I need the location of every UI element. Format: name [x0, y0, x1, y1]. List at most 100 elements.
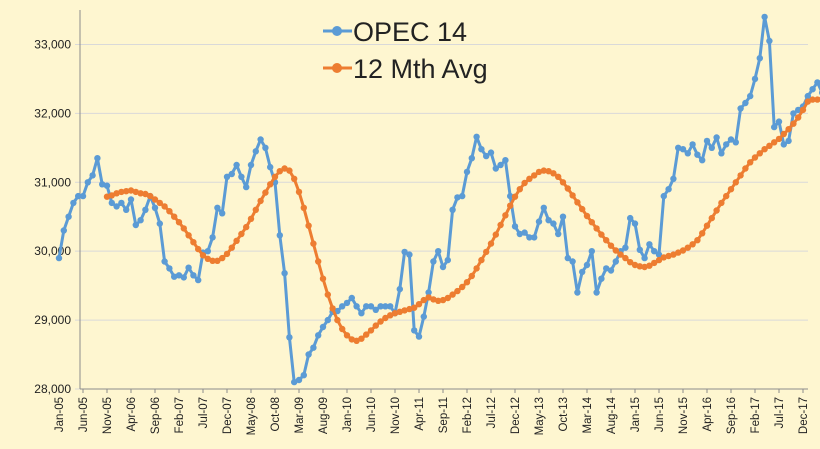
data-point-avg — [147, 192, 154, 200]
y-tick-label: 29,000 — [34, 313, 71, 327]
data-point-avg — [247, 215, 255, 222]
data-point-avg — [540, 167, 547, 174]
x-tick-label: Sep-16 — [726, 397, 738, 434]
data-point-avg — [747, 159, 754, 166]
data-point-avg — [627, 259, 634, 266]
data-point-avg — [785, 126, 792, 133]
data-point-avg — [396, 308, 403, 315]
data-point-opec — [651, 248, 658, 255]
data-point-avg — [459, 283, 466, 291]
data-point-avg — [487, 240, 495, 247]
data-point-avg — [334, 316, 341, 324]
axes — [58, 10, 808, 393]
data-point-avg — [449, 291, 456, 298]
data-point-opec — [497, 161, 504, 169]
data-point-opec — [142, 206, 149, 213]
data-point-avg — [243, 223, 250, 231]
data-point-avg — [137, 190, 144, 197]
data-point-avg — [694, 237, 701, 244]
x-tick-label: Mar-14 — [582, 396, 594, 433]
data-point-avg — [295, 188, 303, 196]
data-point-opec — [622, 244, 629, 251]
data-point-avg — [775, 135, 783, 143]
data-point-opec — [435, 248, 442, 255]
data-point-opec — [348, 294, 355, 302]
data-point-avg — [641, 263, 648, 271]
data-point-opec — [401, 248, 408, 256]
data-point-avg — [387, 312, 394, 319]
x-tick-label: Sep-11 — [438, 397, 450, 433]
data-point-avg — [732, 179, 739, 186]
data-point-opec — [775, 118, 783, 125]
data-point-avg — [151, 196, 159, 203]
data-point-opec — [319, 323, 327, 331]
data-point-avg — [108, 192, 116, 199]
data-point-avg — [372, 322, 379, 329]
data-point-opec — [406, 251, 413, 258]
data-point-opec — [751, 75, 759, 83]
data-point-opec — [214, 204, 221, 211]
data-point-avg — [444, 294, 451, 302]
data-point-opec — [343, 299, 351, 307]
data-point-opec — [151, 204, 159, 211]
data-point-avg — [142, 190, 149, 198]
data-point-avg — [814, 96, 820, 103]
data-point-avg — [219, 254, 226, 262]
data-point-opec — [247, 161, 255, 169]
data-point-opec — [607, 267, 615, 274]
data-point-avg — [118, 188, 125, 196]
data-point-opec — [540, 204, 547, 211]
data-point-opec — [641, 254, 648, 262]
data-point-avg — [468, 272, 475, 280]
data-point-opec — [267, 163, 274, 171]
data-point-opec — [310, 344, 317, 351]
data-point-avg — [257, 197, 264, 205]
data-point-opec — [367, 303, 375, 310]
data-point-opec — [228, 170, 235, 178]
data-point-avg — [593, 225, 600, 232]
data-point-opec — [727, 136, 735, 143]
data-point-avg — [727, 186, 735, 193]
data-point-opec — [699, 157, 706, 164]
legend-marker-opec — [332, 26, 342, 36]
data-point-avg — [223, 250, 231, 258]
x-tick-label: Feb-17 — [750, 397, 762, 433]
data-point-opec — [233, 161, 240, 169]
data-point-opec — [276, 232, 283, 239]
data-point-avg — [574, 199, 581, 206]
data-point-opec — [627, 214, 634, 222]
y-tick-label: 33,000 — [34, 37, 71, 51]
data-point-opec — [694, 151, 701, 158]
x-tick-label: Jan-15 — [630, 397, 642, 432]
data-point-opec — [315, 332, 322, 339]
data-point-opec — [603, 265, 610, 272]
data-point-avg — [382, 314, 389, 322]
data-point-avg — [415, 301, 423, 308]
data-point-avg — [511, 193, 519, 200]
x-tick-label: Apr-16 — [702, 397, 714, 432]
data-point-avg — [391, 310, 399, 317]
data-point-avg — [185, 232, 192, 239]
data-point-avg — [684, 244, 691, 251]
series-layer — [55, 13, 820, 386]
data-point-avg — [507, 202, 514, 209]
data-point-opec — [223, 173, 231, 180]
data-point-opec — [780, 141, 787, 148]
data-point-opec — [99, 181, 106, 188]
data-point-opec — [75, 192, 82, 200]
data-point-avg — [103, 193, 111, 200]
data-point-avg — [238, 230, 245, 238]
data-point-opec — [243, 183, 250, 191]
data-point-opec — [679, 146, 687, 153]
y-axis-tick-labels: 28,000 29,000 30,000 31,000 32,000 33,000 — [34, 37, 71, 396]
data-point-avg — [171, 213, 178, 220]
data-point-opec — [219, 210, 226, 217]
data-point-opec — [684, 150, 691, 157]
data-point-avg — [267, 181, 274, 188]
data-point-avg — [660, 254, 667, 261]
x-tick-label: Mar-09 — [294, 397, 306, 433]
data-point-avg — [430, 296, 437, 303]
data-point-opec — [473, 133, 480, 140]
data-point-opec — [507, 192, 514, 200]
data-point-opec — [766, 37, 773, 45]
